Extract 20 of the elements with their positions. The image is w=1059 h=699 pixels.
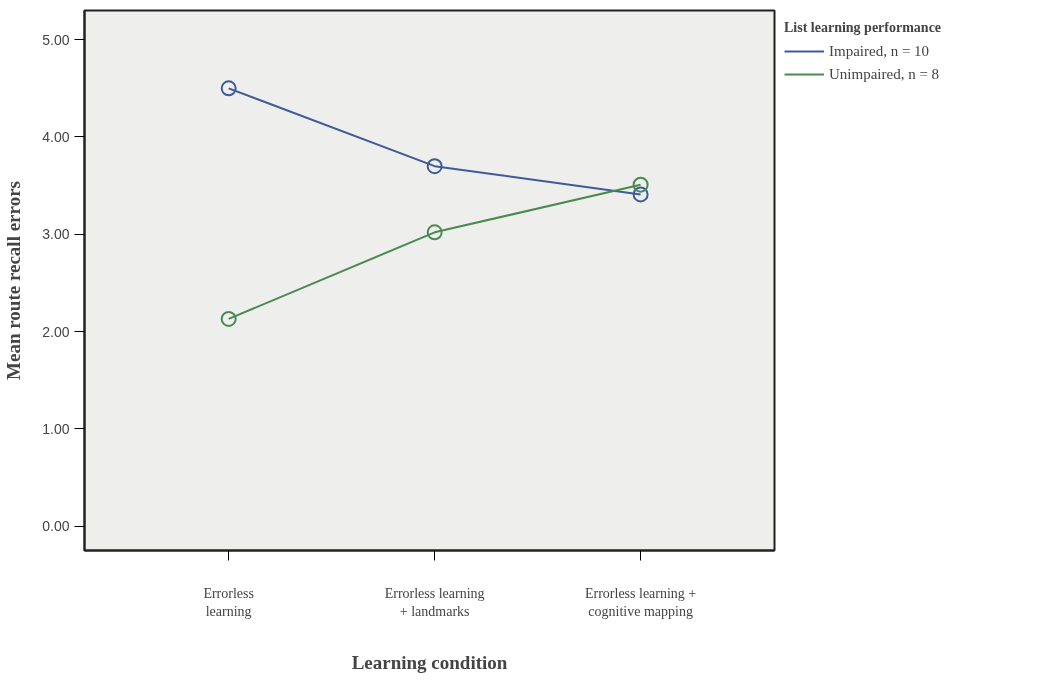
point (426, 158, 443, 175)
point (632, 186, 649, 203)
y-tick-label: 1.00 (42, 420, 70, 437)
point (632, 176, 649, 193)
y-tick-label: 4.00 (42, 128, 70, 145)
legend-title: List learning performance (784, 20, 942, 36)
legend-label: Unimpaired, n = 8 (829, 65, 940, 83)
x-tick-label: Errorless learning (203, 585, 254, 619)
x-tick-label: Errorless learning + landmarks (384, 585, 485, 619)
point (426, 224, 443, 241)
y-tick-label: 3.00 (42, 226, 70, 243)
x-tick-label: Errorless learning + cognitive mapping (584, 585, 697, 619)
y-tick-label: 2.00 (42, 323, 70, 340)
point (220, 80, 237, 97)
x-axis-title: Learning condition (351, 651, 508, 673)
y-tick-label: 5.00 (42, 31, 70, 48)
point (220, 310, 237, 327)
legend-label: Impaired, n = 10 (829, 42, 930, 60)
y-tick-label: 0.00 (42, 518, 70, 535)
y-axis-title: Mean route recall errors (3, 181, 25, 380)
